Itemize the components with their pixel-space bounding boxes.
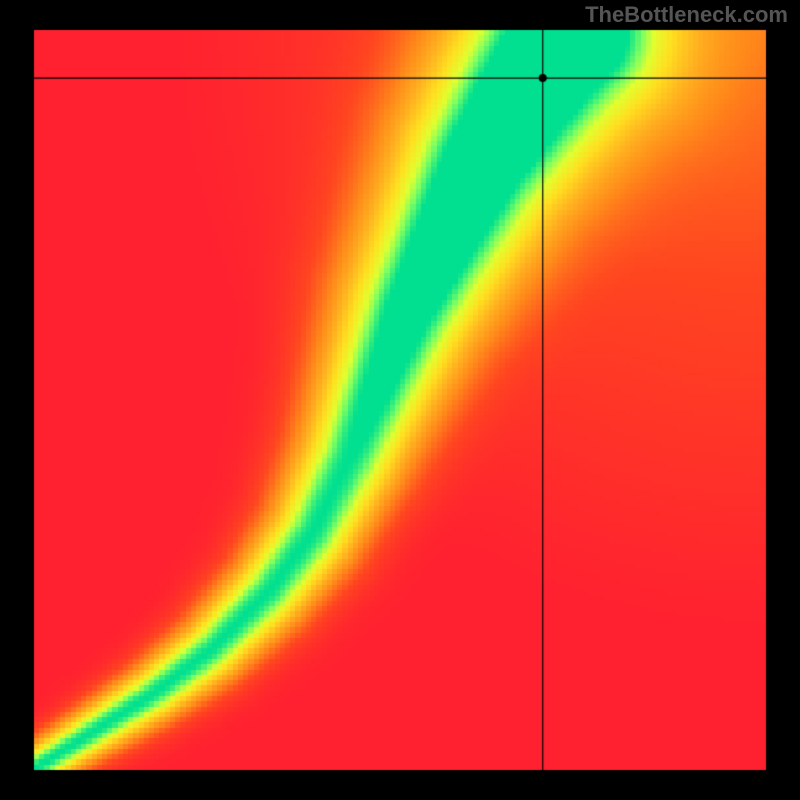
attribution-text: TheBottleneck.com: [585, 2, 788, 28]
bottleneck-heatmap: [0, 0, 800, 800]
